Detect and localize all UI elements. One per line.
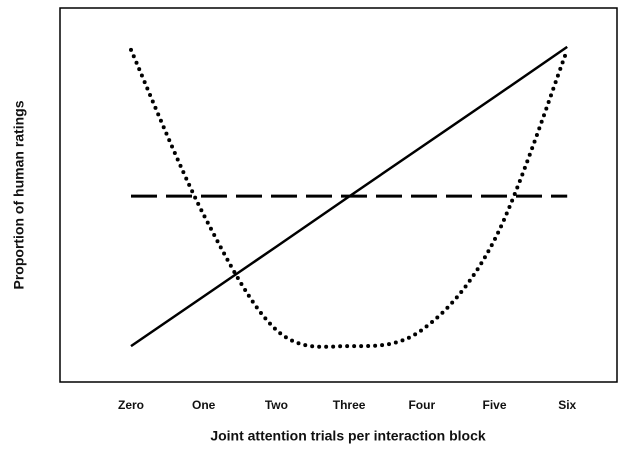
x-axis-title: Joint attention trials per interaction b… [210,428,486,444]
x-tick-label: Three [333,398,366,412]
x-tick-label: Zero [118,398,144,412]
line-series [129,47,570,349]
x-tick-label: One [192,398,216,412]
y-axis-title: Proportion of human ratings [11,100,27,289]
x-tick-label: Five [482,398,506,412]
x-tick-label: Two [265,398,288,412]
x-tick-label: Six [558,398,576,412]
x-tick-label: Four [408,398,435,412]
plot-frame [59,7,618,383]
